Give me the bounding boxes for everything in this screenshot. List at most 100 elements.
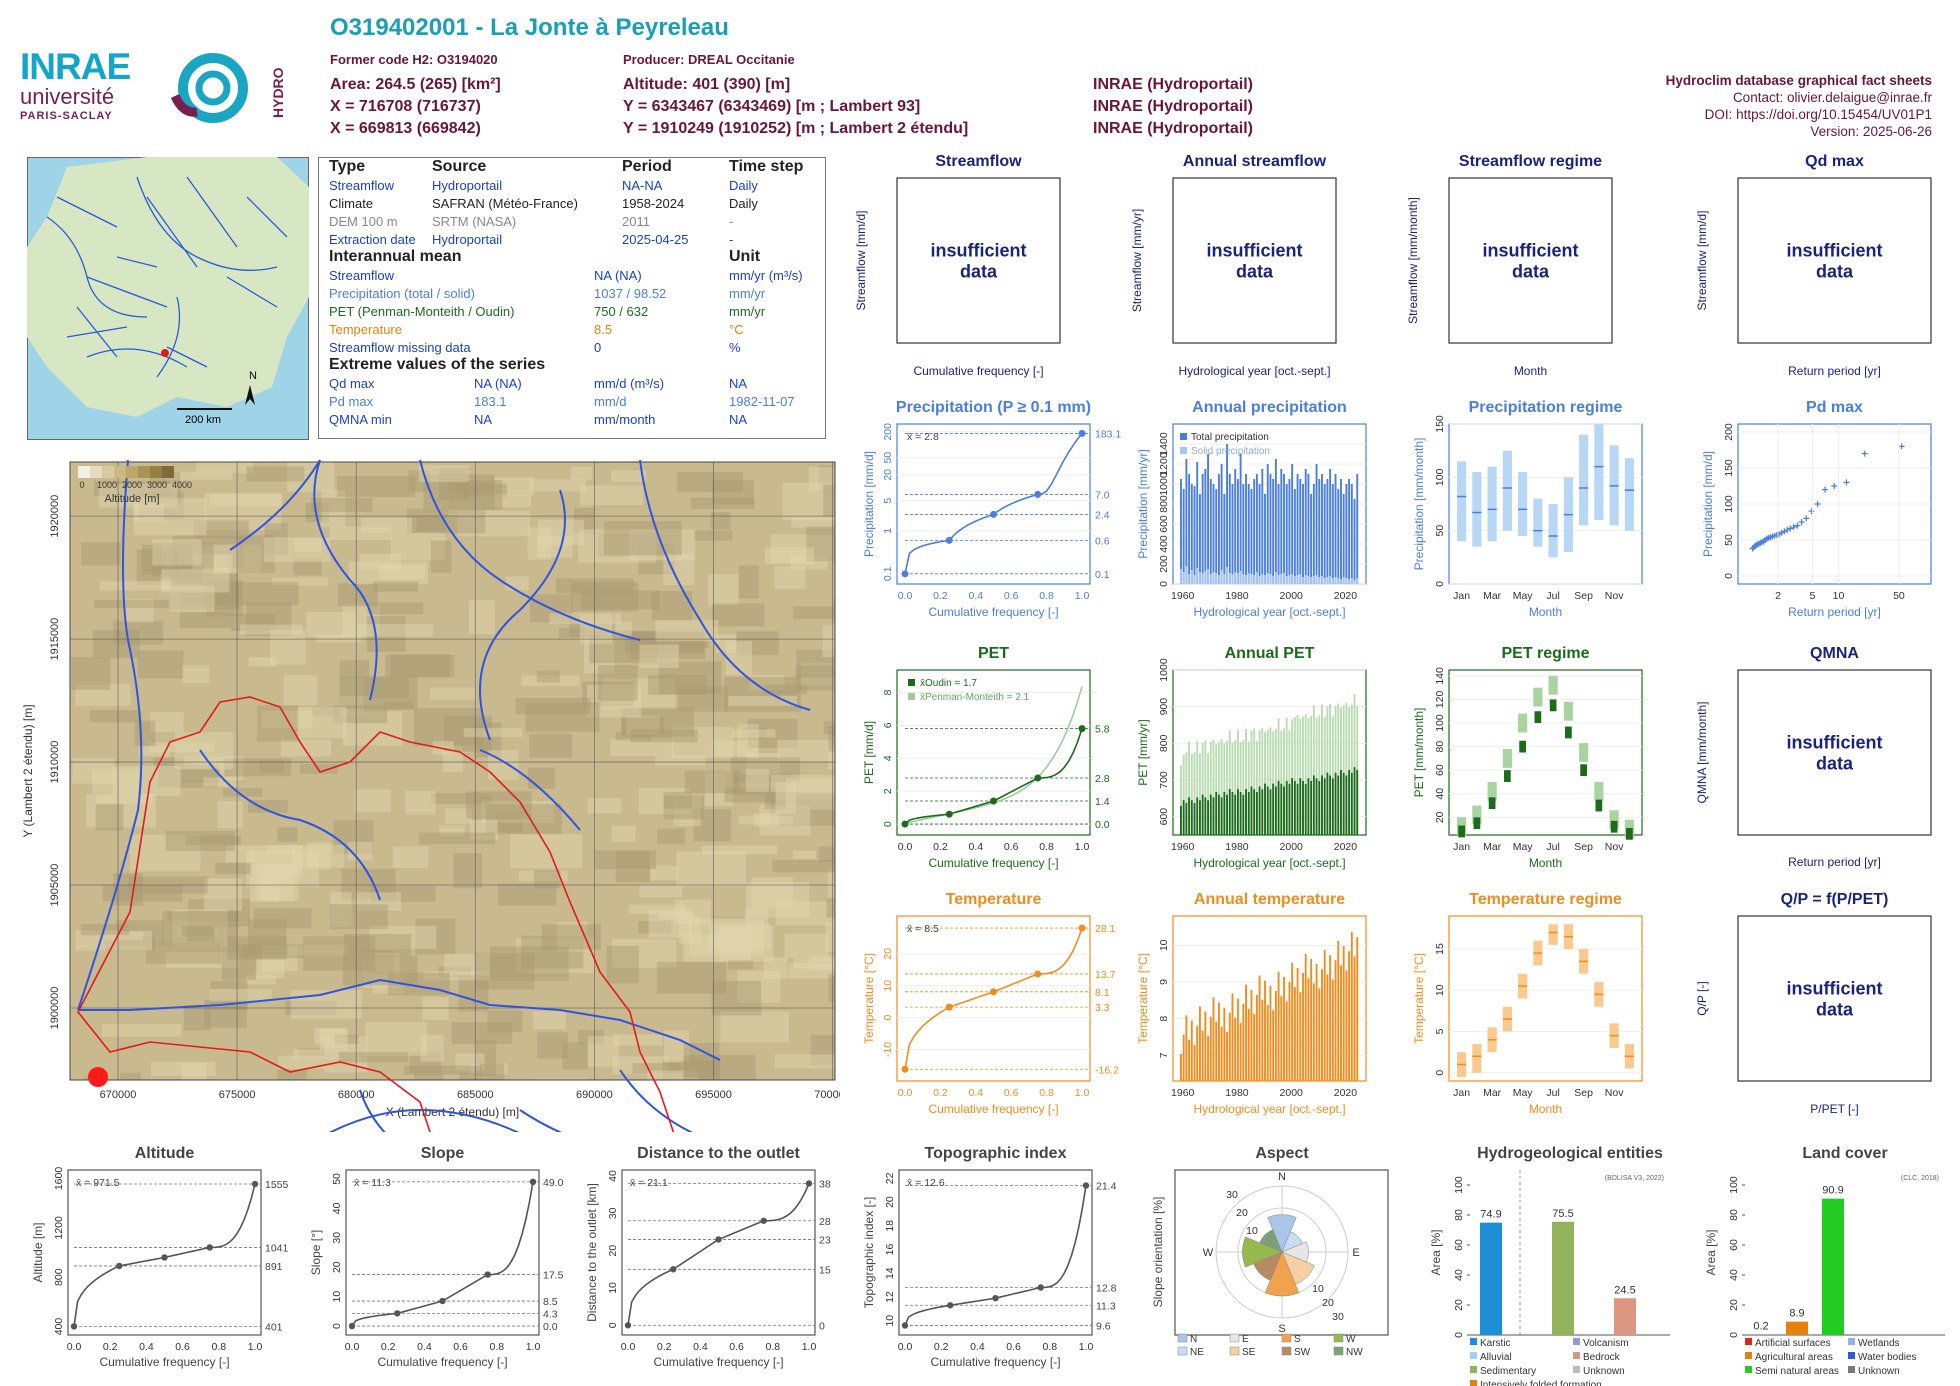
insufficient-text: insufficient [930, 241, 1026, 261]
legend-swatch [138, 466, 150, 478]
ytick: 20 [1453, 1299, 1465, 1311]
xtick: Sep [1574, 1087, 1593, 1099]
hillshade-patch [515, 938, 594, 974]
xtick: 0.2 [933, 1087, 948, 1099]
hillshade-patch [124, 599, 154, 623]
legend-swatch [1229, 1333, 1240, 1343]
annual-bar [1190, 800, 1193, 835]
hillshade-patch [705, 771, 734, 807]
solid-bar [1234, 572, 1237, 584]
percent-bar [1822, 1198, 1844, 1335]
series-line [351, 1181, 534, 1327]
hillshade-patch [72, 758, 115, 784]
hillshade-patch [209, 494, 283, 507]
chart-ylabel: Temperature [°C] [862, 953, 876, 1044]
hillshade-patch [120, 1072, 141, 1080]
extreme-row-u: mm/d [594, 394, 627, 409]
regime-box-oudin [1534, 711, 1542, 724]
legend-swatch [102, 466, 114, 478]
chart-frame [1448, 423, 1643, 585]
inrae-logo: INRAE université PARIS-SACLAY [20, 46, 131, 122]
annual-bar [1215, 1021, 1218, 1081]
annual-bar-pm [1261, 727, 1264, 790]
ytick: 40 [1434, 788, 1446, 800]
solid-bar [1231, 574, 1234, 584]
annual-bar [1207, 454, 1210, 584]
hillshade-patch [360, 517, 413, 534]
annual-bar [1318, 479, 1321, 584]
hillshade-patch [458, 975, 489, 1012]
ytick: 1200 [53, 1216, 65, 1240]
insufficient-text: data [1816, 262, 1854, 282]
solid-bar [1253, 575, 1256, 584]
hillshade-patch [209, 988, 272, 1002]
ytick: 7 [1158, 1052, 1170, 1058]
insufficient-text: insufficient [1786, 979, 1882, 999]
hillshade-patch [764, 793, 835, 810]
hillshade-patch [152, 543, 214, 577]
annual-bar [1231, 484, 1234, 584]
annual-bar [1296, 967, 1299, 1081]
hillshade-patch [737, 970, 781, 1003]
legend-entry: Solid precipitation [1191, 446, 1270, 457]
annual-bar [1291, 464, 1294, 584]
annual-bar [1185, 459, 1188, 584]
regime-box-oudin [1595, 799, 1603, 812]
chart-title: Precipitation regime [1469, 399, 1623, 416]
legend-swatch [150, 466, 162, 478]
hillshade-patch [92, 769, 139, 794]
pdmax-point [1749, 545, 1756, 552]
right-label: 401 [265, 1321, 283, 1333]
series-line [904, 1185, 1087, 1326]
annual-bar [1272, 783, 1275, 835]
xtick: 1.0 [526, 1341, 541, 1353]
annual-bar-pm [1318, 715, 1321, 781]
flow-panel-xlabel: Cumulative frequency [-] [913, 364, 1043, 378]
hillshade-patch [674, 899, 712, 925]
legend-entry: Volcanism [1583, 1338, 1629, 1349]
quantile-point [805, 1180, 813, 1187]
hillshade-patch [347, 841, 373, 861]
annual-bar [1348, 479, 1351, 584]
flow-panel-title: Q/P = f(P/PET) [1781, 891, 1889, 908]
insufficient-text: data [1512, 262, 1550, 282]
xtick: 0.6 [1004, 590, 1019, 602]
annual-bar-pm [1342, 705, 1345, 773]
hillshade-patch [690, 497, 755, 509]
hillshade-patch [466, 791, 532, 819]
annual-bar [1239, 454, 1242, 584]
hillshade-patch [170, 585, 215, 612]
hillshade-patch [387, 972, 450, 996]
annual-bar-pm [1185, 752, 1188, 803]
hillshade-patch [828, 974, 835, 1002]
annual-bar [1207, 1035, 1210, 1081]
chart-ylabel: Area [%] [1429, 1229, 1443, 1275]
chart-xlabel: Month [1529, 605, 1562, 619]
hillshade-patch [136, 549, 180, 586]
hillshade-patch [738, 565, 760, 599]
annual-bar [1236, 789, 1239, 835]
regime-box [1502, 450, 1512, 531]
ytick: 80 [1728, 1209, 1740, 1221]
regime-box-pm [1579, 743, 1589, 762]
annual-bar-pm [1340, 707, 1342, 770]
hillshade-patch [621, 707, 695, 737]
annual-bar [1326, 772, 1329, 835]
hillshade-patch [171, 573, 239, 610]
flow-panel-frame [1448, 177, 1613, 344]
regime-box-oudin [1473, 817, 1481, 830]
hillshade-patch [239, 624, 303, 635]
hillshade-patch [429, 687, 475, 700]
regime-box [1533, 498, 1543, 547]
annual-bar-pm [1329, 704, 1332, 776]
legend-swatch [1573, 1352, 1580, 1359]
outlet-marker [88, 1067, 108, 1087]
chart-frame [345, 1169, 540, 1336]
quantile-point [947, 1302, 954, 1309]
chart-title: Precipitation (P ≥ 0.1 mm) [896, 399, 1091, 416]
legend-entry: Bedrock [1583, 1352, 1621, 1363]
hillshade-patch [615, 851, 650, 883]
ytick: 200 [882, 423, 894, 441]
hillshade-patch [414, 1073, 444, 1080]
pdmax-point [1771, 532, 1778, 539]
